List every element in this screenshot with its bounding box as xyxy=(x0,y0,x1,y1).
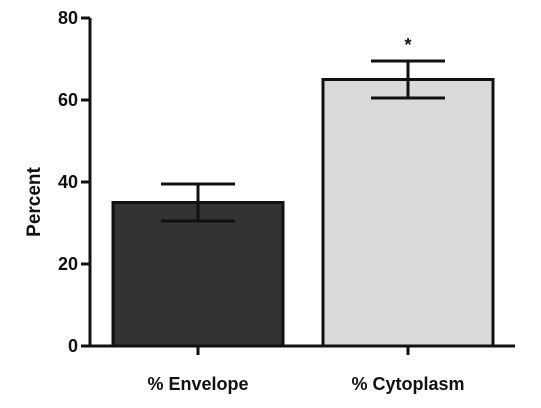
y-tick-label: 20 xyxy=(58,254,78,274)
y-tick-label: 0 xyxy=(68,336,78,356)
x-category-label: % Cytoplasm xyxy=(351,374,464,394)
y-tick-label: 80 xyxy=(58,8,78,28)
bar-envelope xyxy=(111,201,285,348)
significance-marker: * xyxy=(404,35,411,55)
error-bar xyxy=(161,182,235,223)
annotations-group: * xyxy=(404,35,411,55)
x-category-label: % Envelope xyxy=(147,374,248,394)
x-axis-ticks: % Envelope % Cytoplasm xyxy=(147,346,465,394)
y-tick-label: 40 xyxy=(58,172,78,192)
bar-cytoplasm xyxy=(321,78,495,348)
axes-group xyxy=(88,18,515,348)
y-tick-label: 60 xyxy=(58,90,78,110)
y-axis-ticks: 0 20 40 60 80 xyxy=(58,8,90,356)
y-axis-title: Percent xyxy=(24,166,45,236)
bars-group xyxy=(111,78,495,348)
error-bars-group xyxy=(161,59,445,223)
error-bar xyxy=(371,59,445,100)
